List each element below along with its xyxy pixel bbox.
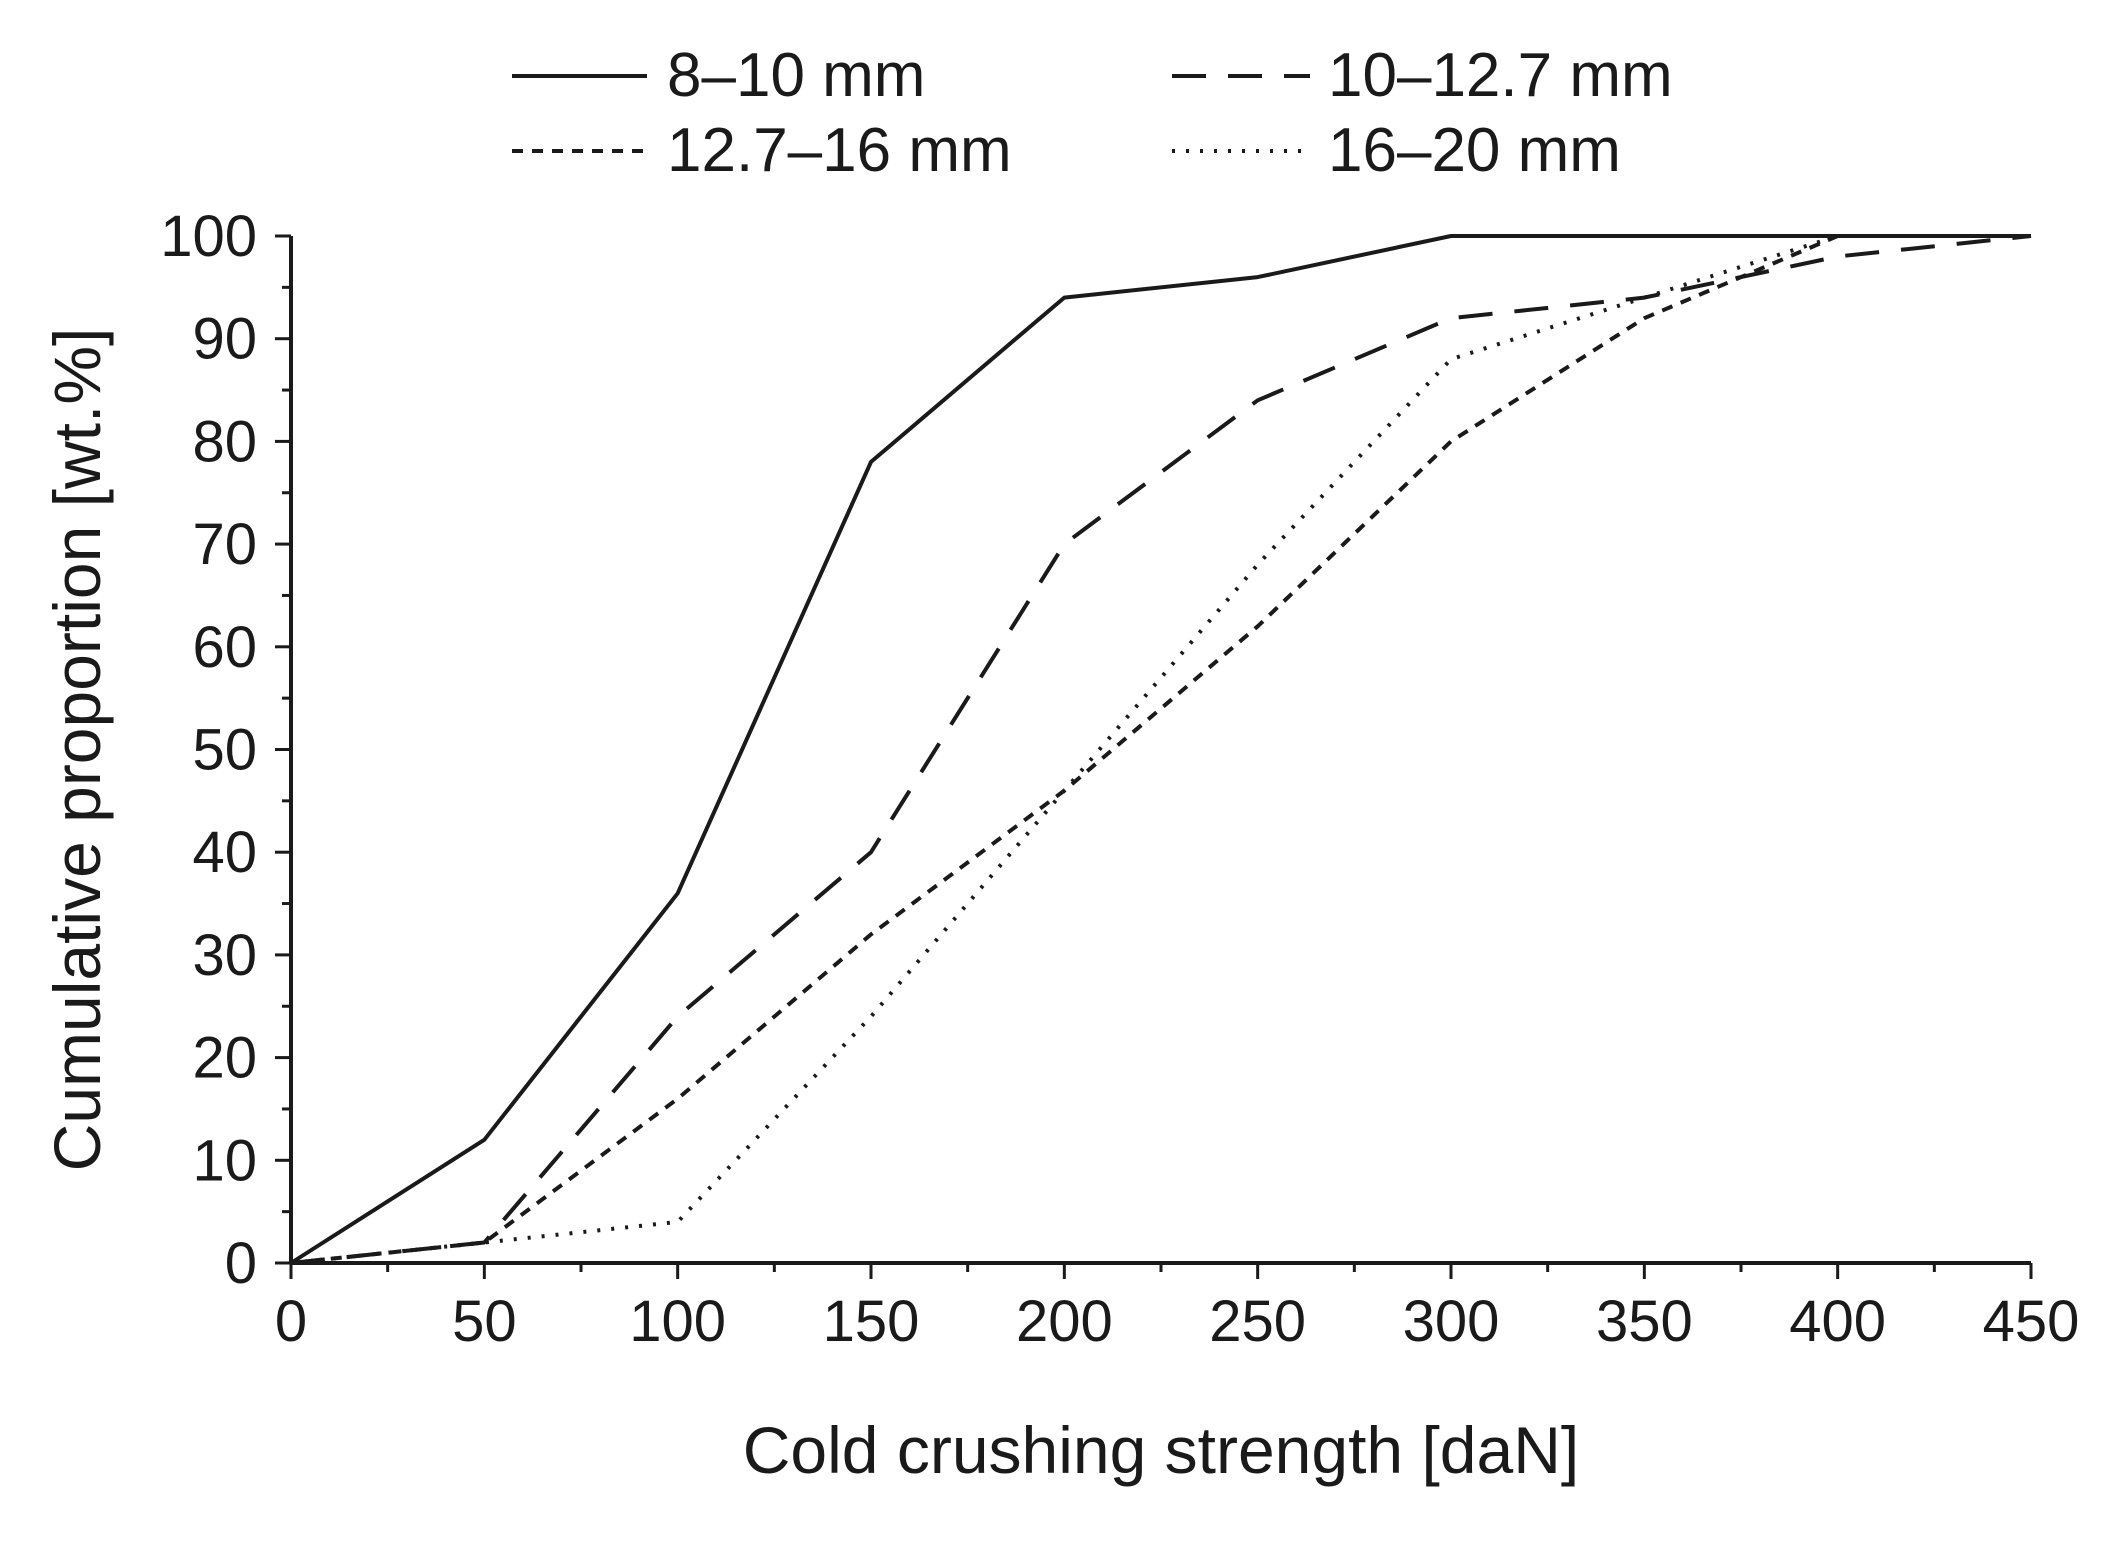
y-tick-label: 20	[192, 1026, 257, 1091]
y-tick-label: 10	[192, 1128, 257, 1193]
x-tick-label: 50	[452, 1289, 517, 1354]
y-tick-label: 50	[192, 718, 257, 783]
y-tick-label: 90	[192, 307, 257, 372]
legend-label: 12.7–16 mm	[667, 116, 1012, 185]
axis-ticks	[275, 234, 2033, 1279]
series-lines	[289, 234, 2032, 1265]
y-tick-label: 30	[192, 923, 257, 988]
y-axis-title: Cumulative proportion [wt.%]	[40, 328, 114, 1172]
series-line-16-20-mm	[290, 234, 2031, 1265]
y-tick-label: 0	[225, 1231, 257, 1296]
legend: 8–10 mm 10–12.7 mm 12.7–16 mm 16–20 mm	[512, 41, 1673, 185]
y-tick-label: 40	[192, 820, 257, 885]
legend-label: 16–20 mm	[1328, 116, 1621, 185]
y-tick-label: 100	[160, 204, 257, 269]
x-axis-title: Cold crushing strength [daN]	[743, 1413, 1579, 1487]
series-line-10-12-7-mm	[290, 234, 2032, 1265]
legend-label: 8–10 mm	[667, 41, 925, 110]
legend-item-8-10-mm: 8–10 mm	[512, 41, 925, 110]
series-line-12-7-16-mm	[290, 234, 2031, 1265]
x-tick-label: 400	[1789, 1289, 1886, 1354]
x-tick-label: 0	[275, 1289, 307, 1354]
x-tick-label: 200	[1016, 1289, 1113, 1354]
x-tick-label: 150	[823, 1289, 920, 1354]
x-tick-label: 450	[1983, 1289, 2080, 1354]
legend-item-12-7-16-mm: 12.7–16 mm	[512, 116, 1012, 185]
legend-item-16-20-mm: 16–20 mm	[1172, 116, 1621, 185]
x-tick-label: 100	[629, 1289, 726, 1354]
legend-item-10-12-7-mm: 10–12.7 mm	[1172, 41, 1673, 110]
y-tick-label: 60	[192, 615, 257, 680]
axes	[289, 236, 2031, 1265]
x-tick-label: 350	[1596, 1289, 1693, 1354]
y-tick-label: 70	[192, 512, 257, 577]
x-tick-label: 300	[1403, 1289, 1500, 1354]
y-tick-label: 80	[192, 409, 257, 474]
tick-labels: 0 50 100 150 200 250 300 350 400 450 0 10 20 30 40 50 60…	[160, 204, 2079, 1354]
series-line-8-10-mm	[289, 234, 2031, 1265]
x-tick-label: 250	[1209, 1289, 1306, 1354]
legend-label: 10–12.7 mm	[1328, 41, 1673, 110]
